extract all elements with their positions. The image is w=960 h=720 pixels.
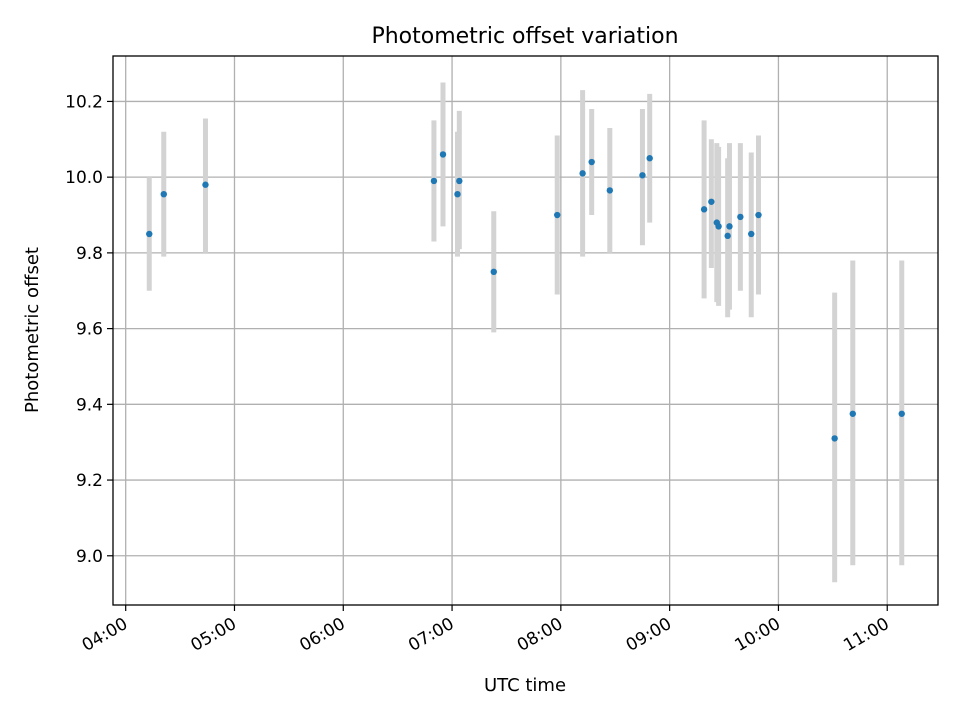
data-point [831, 435, 838, 442]
data-point [554, 211, 561, 219]
x-tick-label: 06:00 [296, 614, 348, 656]
y-tick-label: 9.4 [76, 395, 103, 415]
plot-area-frame [112, 55, 939, 606]
y-tick-label: 9.8 [76, 244, 103, 264]
data-point [715, 223, 722, 230]
data-point [646, 155, 653, 162]
x-tick-label: 09:00 [623, 614, 675, 656]
data-point [737, 213, 744, 221]
x-tick-label: 11:00 [840, 614, 892, 656]
x-tick-label: 10:00 [732, 614, 784, 656]
y-tick-label: 9.0 [76, 547, 103, 567]
data-point [202, 181, 209, 188]
data-point [454, 190, 461, 198]
x-tick-label: 08:00 [514, 614, 566, 656]
data-point [430, 177, 438, 185]
data-point [748, 230, 755, 238]
y-tick-label: 9.6 [76, 320, 103, 340]
chart-title: Photometric offset variation [371, 24, 678, 49]
data-point [160, 190, 167, 198]
x-tick-label: 07:00 [405, 614, 457, 656]
errorbars [146, 82, 905, 583]
data-point [849, 410, 856, 417]
x-axis-label: UTC time [484, 675, 566, 696]
data-point [490, 268, 497, 276]
x-tick-label: 04:00 [79, 614, 131, 656]
y-axis-label: Photometric offset [22, 247, 43, 413]
data-point [439, 151, 447, 158]
x-axis: 04:00 05:00 06:00 07:00 08:00 09:00 10:00 11:00 [79, 605, 893, 656]
data-point [588, 158, 595, 166]
data-point [700, 206, 708, 213]
data-point [755, 211, 762, 219]
data-point [898, 410, 905, 417]
y-tick-label: 9.2 [76, 471, 103, 491]
data-point [606, 187, 614, 194]
data-point [456, 177, 463, 185]
x-tick-label: 05:00 [188, 614, 240, 656]
data-point [724, 232, 731, 240]
grid [113, 56, 938, 605]
data-point [708, 198, 715, 205]
data-point [639, 172, 646, 179]
y-tick-label: 10.0 [65, 168, 103, 188]
y-tick-label: 10.2 [65, 92, 103, 112]
y-axis: 9.0 9.2 9.4 9.6 9.8 10.0 10.2 [65, 92, 113, 567]
data-point [726, 223, 733, 230]
data-points [146, 151, 905, 442]
data-point [579, 170, 586, 177]
data-point [146, 230, 153, 238]
